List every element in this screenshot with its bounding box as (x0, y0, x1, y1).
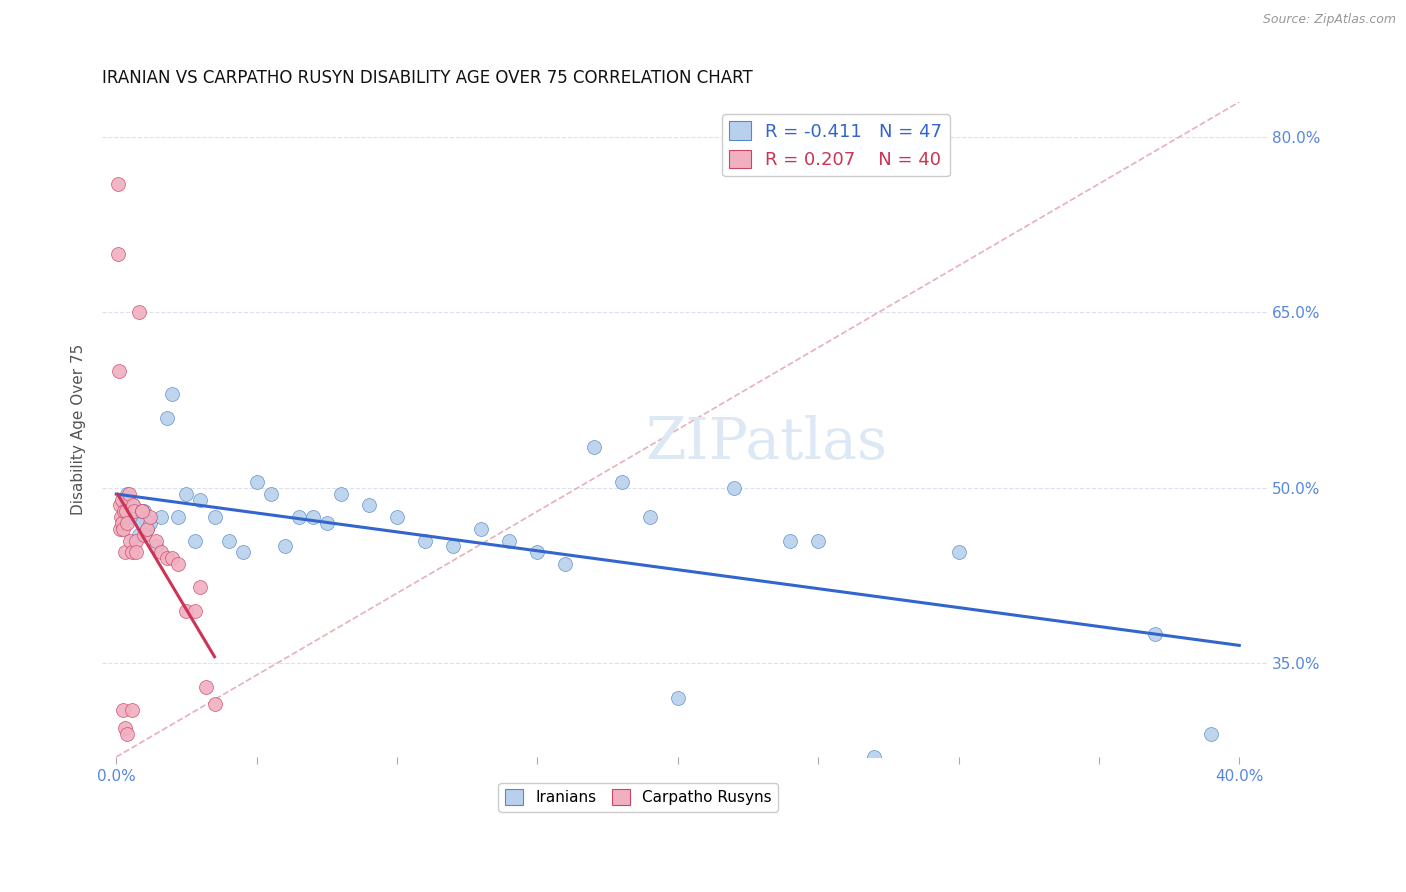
Point (1199, 726, 1222, 740)
Point (110, 522, 132, 536)
Point (190, 492, 212, 507)
Point (301, 510, 323, 524)
Point (315, 516, 337, 530)
Point (125, 545, 148, 559)
Point (115, 504, 138, 518)
Point (128, 527, 150, 541)
Point (184, 604, 207, 618)
Point (582, 440, 605, 454)
Point (125, 510, 148, 524)
Point (162, 551, 184, 566)
Point (441, 540, 464, 554)
Text: ZIPatlas: ZIPatlas (645, 415, 887, 471)
Point (167, 557, 190, 571)
Point (145, 533, 167, 548)
Point (139, 510, 162, 524)
Point (134, 527, 156, 541)
Point (218, 533, 240, 548)
Point (156, 551, 179, 566)
Point (948, 545, 970, 559)
Point (204, 510, 226, 524)
Point (131, 516, 153, 530)
Point (122, 499, 145, 513)
Point (666, 691, 689, 706)
Point (120, 533, 142, 548)
Point (610, 475, 633, 489)
Point (204, 698, 226, 712)
Point (357, 499, 380, 513)
Point (131, 504, 153, 518)
Point (139, 516, 162, 530)
Point (1144, 627, 1167, 641)
Legend: Iranians, Carpatho Rusyns: Iranians, Carpatho Rusyns (499, 783, 778, 812)
Text: IRANIAN VS CARPATHO RUSYN DISABILITY AGE OVER 75 CORRELATION CHART: IRANIAN VS CARPATHO RUSYN DISABILITY AGE… (103, 69, 754, 87)
Point (111, 492, 134, 507)
Point (779, 533, 801, 548)
Point (114, 545, 136, 559)
Point (112, 504, 135, 518)
Y-axis label: Disability Age Over 75: Disability Age Over 75 (72, 343, 86, 515)
Point (526, 545, 548, 559)
Point (260, 487, 283, 501)
Point (329, 487, 352, 501)
Point (723, 481, 745, 495)
Point (128, 305, 150, 319)
Point (112, 522, 135, 536)
Point (107, 177, 129, 191)
Point (287, 510, 309, 524)
Point (246, 475, 269, 489)
Point (273, 540, 295, 554)
Point (190, 580, 212, 594)
Point (150, 510, 173, 524)
Point (134, 504, 156, 518)
Point (124, 504, 146, 518)
Point (120, 510, 142, 524)
Point (413, 533, 436, 548)
Point (108, 364, 131, 378)
Point (122, 499, 145, 513)
Point (195, 680, 218, 694)
Point (118, 487, 141, 501)
Point (184, 533, 207, 548)
Point (385, 510, 408, 524)
Point (107, 247, 129, 261)
Point (117, 487, 139, 501)
Point (114, 721, 136, 735)
Point (498, 533, 520, 548)
Point (554, 557, 576, 571)
Point (176, 487, 198, 501)
Point (112, 703, 135, 717)
Point (111, 516, 134, 530)
Point (117, 516, 139, 530)
Point (638, 510, 661, 524)
Point (136, 522, 159, 536)
Point (131, 504, 153, 518)
Point (232, 545, 254, 559)
Point (136, 522, 159, 536)
Point (470, 522, 492, 536)
Point (145, 540, 167, 554)
Point (108, 499, 131, 513)
Point (121, 545, 143, 559)
Point (176, 604, 198, 618)
Point (114, 504, 136, 518)
Point (162, 387, 184, 401)
Point (125, 533, 148, 548)
Point (863, 750, 886, 764)
Point (117, 726, 139, 740)
Point (150, 545, 173, 559)
Text: Source: ZipAtlas.com: Source: ZipAtlas.com (1263, 13, 1396, 27)
Point (121, 703, 143, 717)
Point (110, 510, 132, 524)
Point (807, 533, 830, 548)
Point (167, 510, 190, 524)
Point (156, 410, 179, 425)
